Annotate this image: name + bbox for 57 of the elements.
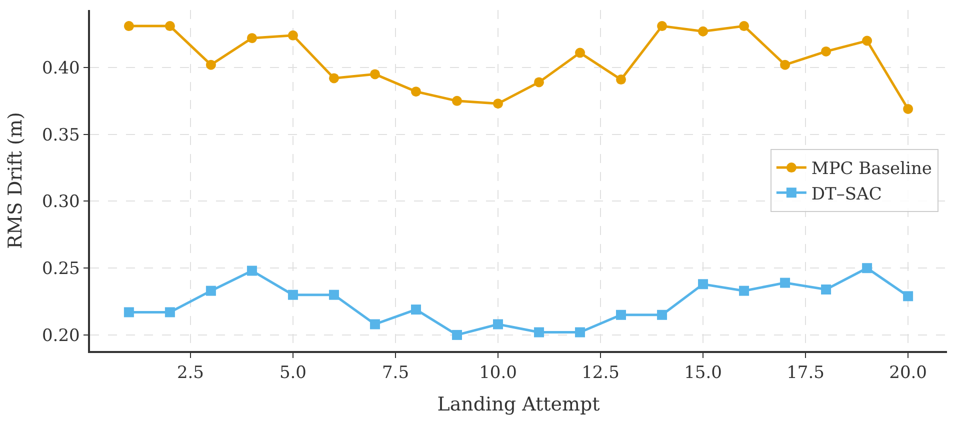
point — [903, 291, 914, 302]
x-axis-title: Landing Attempt — [437, 393, 600, 416]
point — [452, 96, 462, 106]
point — [246, 266, 257, 276]
point — [739, 21, 750, 32]
point — [164, 21, 175, 32]
point — [370, 69, 380, 80]
point — [493, 98, 503, 109]
point — [328, 290, 339, 300]
point — [328, 73, 339, 84]
point — [575, 48, 586, 58]
y-tick-label: 0.30 — [42, 192, 80, 212]
x-tick-label: 2.5 — [176, 363, 204, 384]
point — [452, 330, 462, 340]
x-tick-label: 5.0 — [279, 363, 306, 384]
point — [124, 307, 134, 318]
point — [821, 284, 832, 294]
y-tick-label: 0.35 — [42, 125, 80, 146]
point — [698, 279, 708, 290]
x-tick-label: 17.5 — [786, 363, 824, 384]
y-tick-label: 0.40 — [42, 58, 80, 78]
point — [862, 263, 872, 274]
point — [862, 36, 872, 46]
point — [246, 33, 257, 44]
point — [534, 327, 544, 338]
point — [410, 304, 421, 315]
legend-label: DT–SAC — [811, 184, 882, 204]
x-tick-label: 10.0 — [479, 363, 517, 384]
point — [616, 74, 626, 85]
point — [410, 86, 421, 97]
point — [534, 77, 544, 88]
point — [164, 307, 175, 318]
point — [206, 286, 216, 296]
point — [206, 60, 216, 70]
point — [616, 310, 626, 320]
point — [657, 310, 668, 320]
x-tick-label: 7.5 — [382, 363, 410, 384]
point — [780, 278, 790, 288]
point — [698, 26, 708, 36]
point — [493, 319, 503, 330]
point — [739, 286, 750, 296]
y-tick-label: 0.25 — [42, 259, 80, 280]
point — [821, 46, 832, 56]
x-tick-label: 12.5 — [582, 363, 620, 384]
point — [288, 290, 298, 300]
point — [575, 327, 586, 338]
legend-label: MPC Baseline — [811, 159, 932, 180]
point — [288, 30, 298, 40]
point — [124, 21, 134, 32]
point — [903, 104, 914, 114]
y-axis-title: RMS Drift (m) — [4, 112, 26, 249]
point — [657, 21, 668, 32]
point — [370, 319, 380, 330]
y-tick-label: 0.20 — [42, 326, 80, 346]
x-tick-label: 20.0 — [889, 363, 927, 384]
point — [780, 60, 790, 70]
x-tick-label: 15.0 — [684, 363, 722, 384]
